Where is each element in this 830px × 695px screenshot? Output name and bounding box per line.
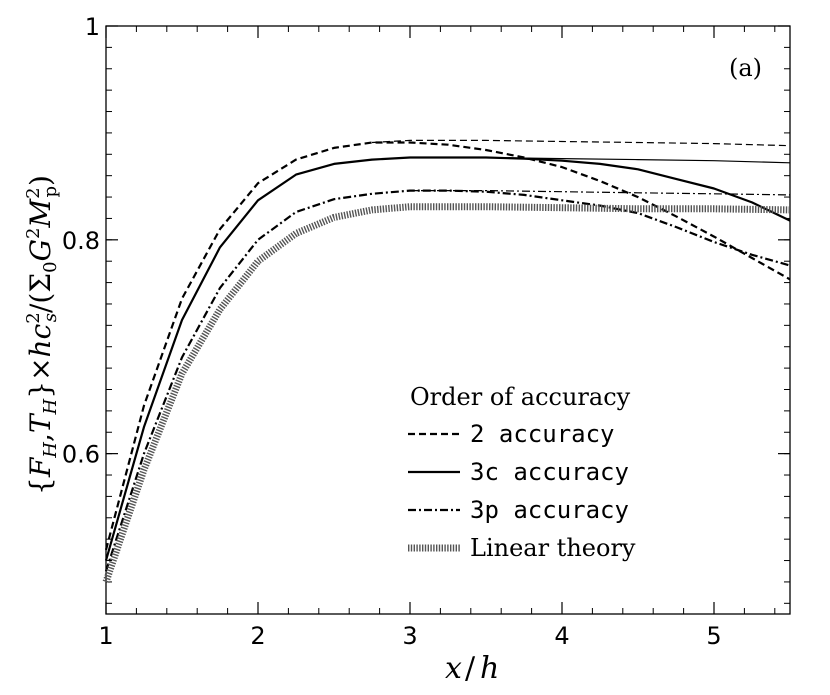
x-axis-label: x / h bbox=[445, 651, 499, 686]
x-tick-label: 5 bbox=[706, 622, 721, 650]
y-tick-label: 1 bbox=[85, 13, 100, 41]
y-tick-label: 0.8 bbox=[62, 227, 100, 255]
series-line-solid-thick bbox=[106, 158, 790, 561]
svg-text:{FH,TH}×hc2s/(Σ0G2M2p): {FH,TH}×hc2s/(Σ0G2M2p) bbox=[23, 175, 61, 495]
svg-text:h: h bbox=[480, 651, 499, 686]
y-tick-label: 0.6 bbox=[62, 441, 100, 469]
x-tick-label: 4 bbox=[554, 622, 569, 650]
y-axis-label: {FH,TH}×hc2s/(Σ0G2M2p) bbox=[23, 175, 61, 495]
plot-frame bbox=[106, 26, 790, 614]
minor-ticks bbox=[106, 26, 790, 614]
major-ticks bbox=[106, 26, 790, 614]
svg-text:x: x bbox=[445, 651, 462, 686]
legend-title: Order of accuracy bbox=[410, 383, 631, 411]
legend-entry-label: 3c accuracy bbox=[470, 458, 629, 486]
legend-entry-label: 2 accuracy bbox=[470, 420, 615, 448]
legend-entry-label: Linear theory bbox=[470, 534, 636, 562]
legend-entry-label: 3p accuracy bbox=[470, 496, 629, 524]
x-tick-label: 3 bbox=[402, 622, 417, 650]
x-tick-label: 1 bbox=[98, 622, 113, 650]
series-layer bbox=[106, 140, 790, 582]
svg-text:/: / bbox=[465, 651, 476, 686]
x-tick-labels: 1 2 3 4 5 bbox=[98, 622, 721, 650]
panel-label: (a) bbox=[729, 54, 762, 82]
legend: Order of accuracy 2 accuracy 3c accuracy 3… bbox=[408, 383, 636, 562]
x-tick-label: 2 bbox=[250, 622, 265, 650]
y-tick-labels: 0.6 0.8 1 bbox=[62, 13, 100, 469]
